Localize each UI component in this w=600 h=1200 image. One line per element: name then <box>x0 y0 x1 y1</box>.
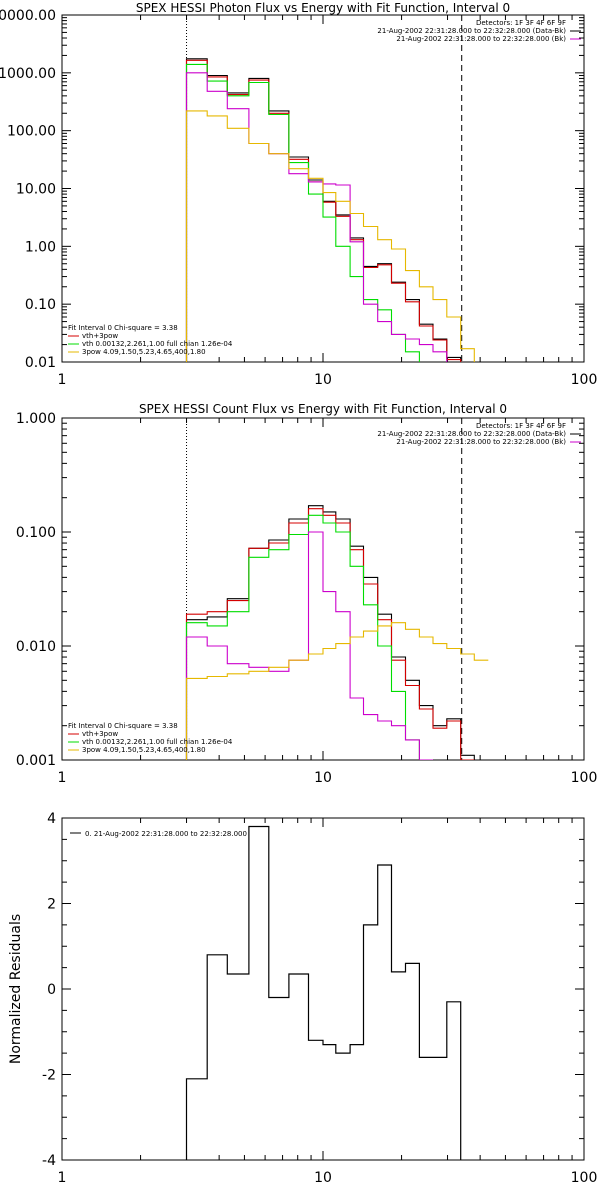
y-tick-label: 0.10 <box>25 297 56 313</box>
legend-top-text: 21-Aug-2002 22:31:28.000 to 22:32:28.000… <box>396 438 566 446</box>
series-line-3 <box>185 63 420 362</box>
x-tick-label: 1 <box>58 372 67 388</box>
series-line-5 <box>185 622 489 760</box>
y-tick-label: 0.01 <box>25 355 56 371</box>
series-line-2 <box>185 59 462 362</box>
y-tick-label: 1.00 <box>25 239 56 255</box>
axes-panel-3: 1 10 100 4 2 0 -2 -4 <box>42 811 597 1186</box>
series-line-1 <box>185 58 462 362</box>
series-line-3 <box>185 514 433 760</box>
legend-top-text: 21-Aug-2002 22:31:28.000 to 22:32:28.000… <box>377 27 566 35</box>
legend-top-text: Detectors: 1F 3F 4F 6F 9F <box>476 422 566 430</box>
series-line-5 <box>185 110 475 362</box>
x-tick-label: 10 <box>314 770 332 786</box>
legend-bottom-text: 3pow 4.09,1.50,5.23,4.65,400,1.80 <box>82 348 206 356</box>
legend-text: 0. 21-Aug-2002 22:31:28.000 to 22:32:28.… <box>85 830 247 838</box>
plot-area <box>185 15 475 362</box>
plot-area <box>185 825 462 1160</box>
y-tick-label: 1000.00 <box>0 66 56 82</box>
y-tick-label: 100.00 <box>7 124 56 140</box>
y-tick-label: 0.100 <box>16 525 56 541</box>
legend-bottom: Fit Interval 0 Chi-square = 3.38vth+3pow… <box>68 324 233 356</box>
y-tick-label: 0 <box>47 982 56 998</box>
y-tick-label: 0.001 <box>16 753 56 769</box>
x-tick-label: 100 <box>571 770 598 786</box>
legend-bottom-text: vth+3pow <box>82 730 118 738</box>
fit-info-text: Fit Interval 0 Chi-square = 3.38 <box>68 324 178 332</box>
plot-area <box>185 418 489 760</box>
series-line-4 <box>185 531 433 760</box>
y-tick-label: 10.00 <box>16 182 56 198</box>
series-line-2 <box>185 508 475 760</box>
plot-frame <box>61 817 585 1161</box>
y-tick-label: 1.000 <box>16 411 56 427</box>
legend-top-text: Detectors: 1F 3F 4F 6F 9F <box>476 19 566 27</box>
y-tick-label: -2 <box>42 1068 56 1084</box>
y-tick-label: 0.010 <box>16 639 56 655</box>
residuals-line <box>185 825 462 1160</box>
x-tick-label: 10 <box>314 372 332 388</box>
chart-title: SPEX HESSI Photon Flux vs Energy with Fi… <box>136 1 510 15</box>
y-tick-label: 2 <box>47 897 56 913</box>
series-line-1 <box>185 505 489 760</box>
x-tick-label: 1 <box>58 770 67 786</box>
x-tick-label: 100 <box>571 372 598 388</box>
legend-bottom-text: vth+3pow <box>82 332 118 340</box>
x-tick-label: 1 <box>58 1170 67 1186</box>
legend-bottom-text: vth 0.00132,2.261,1.00 full chian 1.26e-… <box>82 340 233 348</box>
y-axis-label: Normalized Residuals <box>8 914 24 1064</box>
y-tick-label: 4 <box>47 811 56 827</box>
y-tick-label: -4 <box>42 1153 56 1169</box>
x-tick-label: 10 <box>314 1170 332 1186</box>
legend-bottom-text: 3pow 4.09,1.50,5.23,4.65,400,1.80 <box>82 746 206 754</box>
legend-top-text: 21-Aug-2002 22:31:28.000 to 22:32:28.000… <box>396 35 566 43</box>
chart-title: SPEX HESSI Count Flux vs Energy with Fit… <box>139 402 507 416</box>
legend-bottom-text: vth 0.00132,2.261,1.00 full chian 1.26e-… <box>82 738 233 746</box>
legend-top-text: 21-Aug-2002 22:31:28.000 to 22:32:28.000… <box>377 430 566 438</box>
x-tick-label: 100 <box>571 1170 598 1186</box>
legend-bottom: Fit Interval 0 Chi-square = 3.38vth+3pow… <box>68 722 233 754</box>
axes-panel-2: 1 10 100 1.000 0.100 0.010 0.001 <box>16 411 597 786</box>
series-line-4 <box>185 72 448 362</box>
fit-info-text: Fit Interval 0 Chi-square = 3.38 <box>68 722 178 730</box>
legend: 0. 21-Aug-2002 22:31:28.000 to 22:32:28.… <box>70 830 247 838</box>
